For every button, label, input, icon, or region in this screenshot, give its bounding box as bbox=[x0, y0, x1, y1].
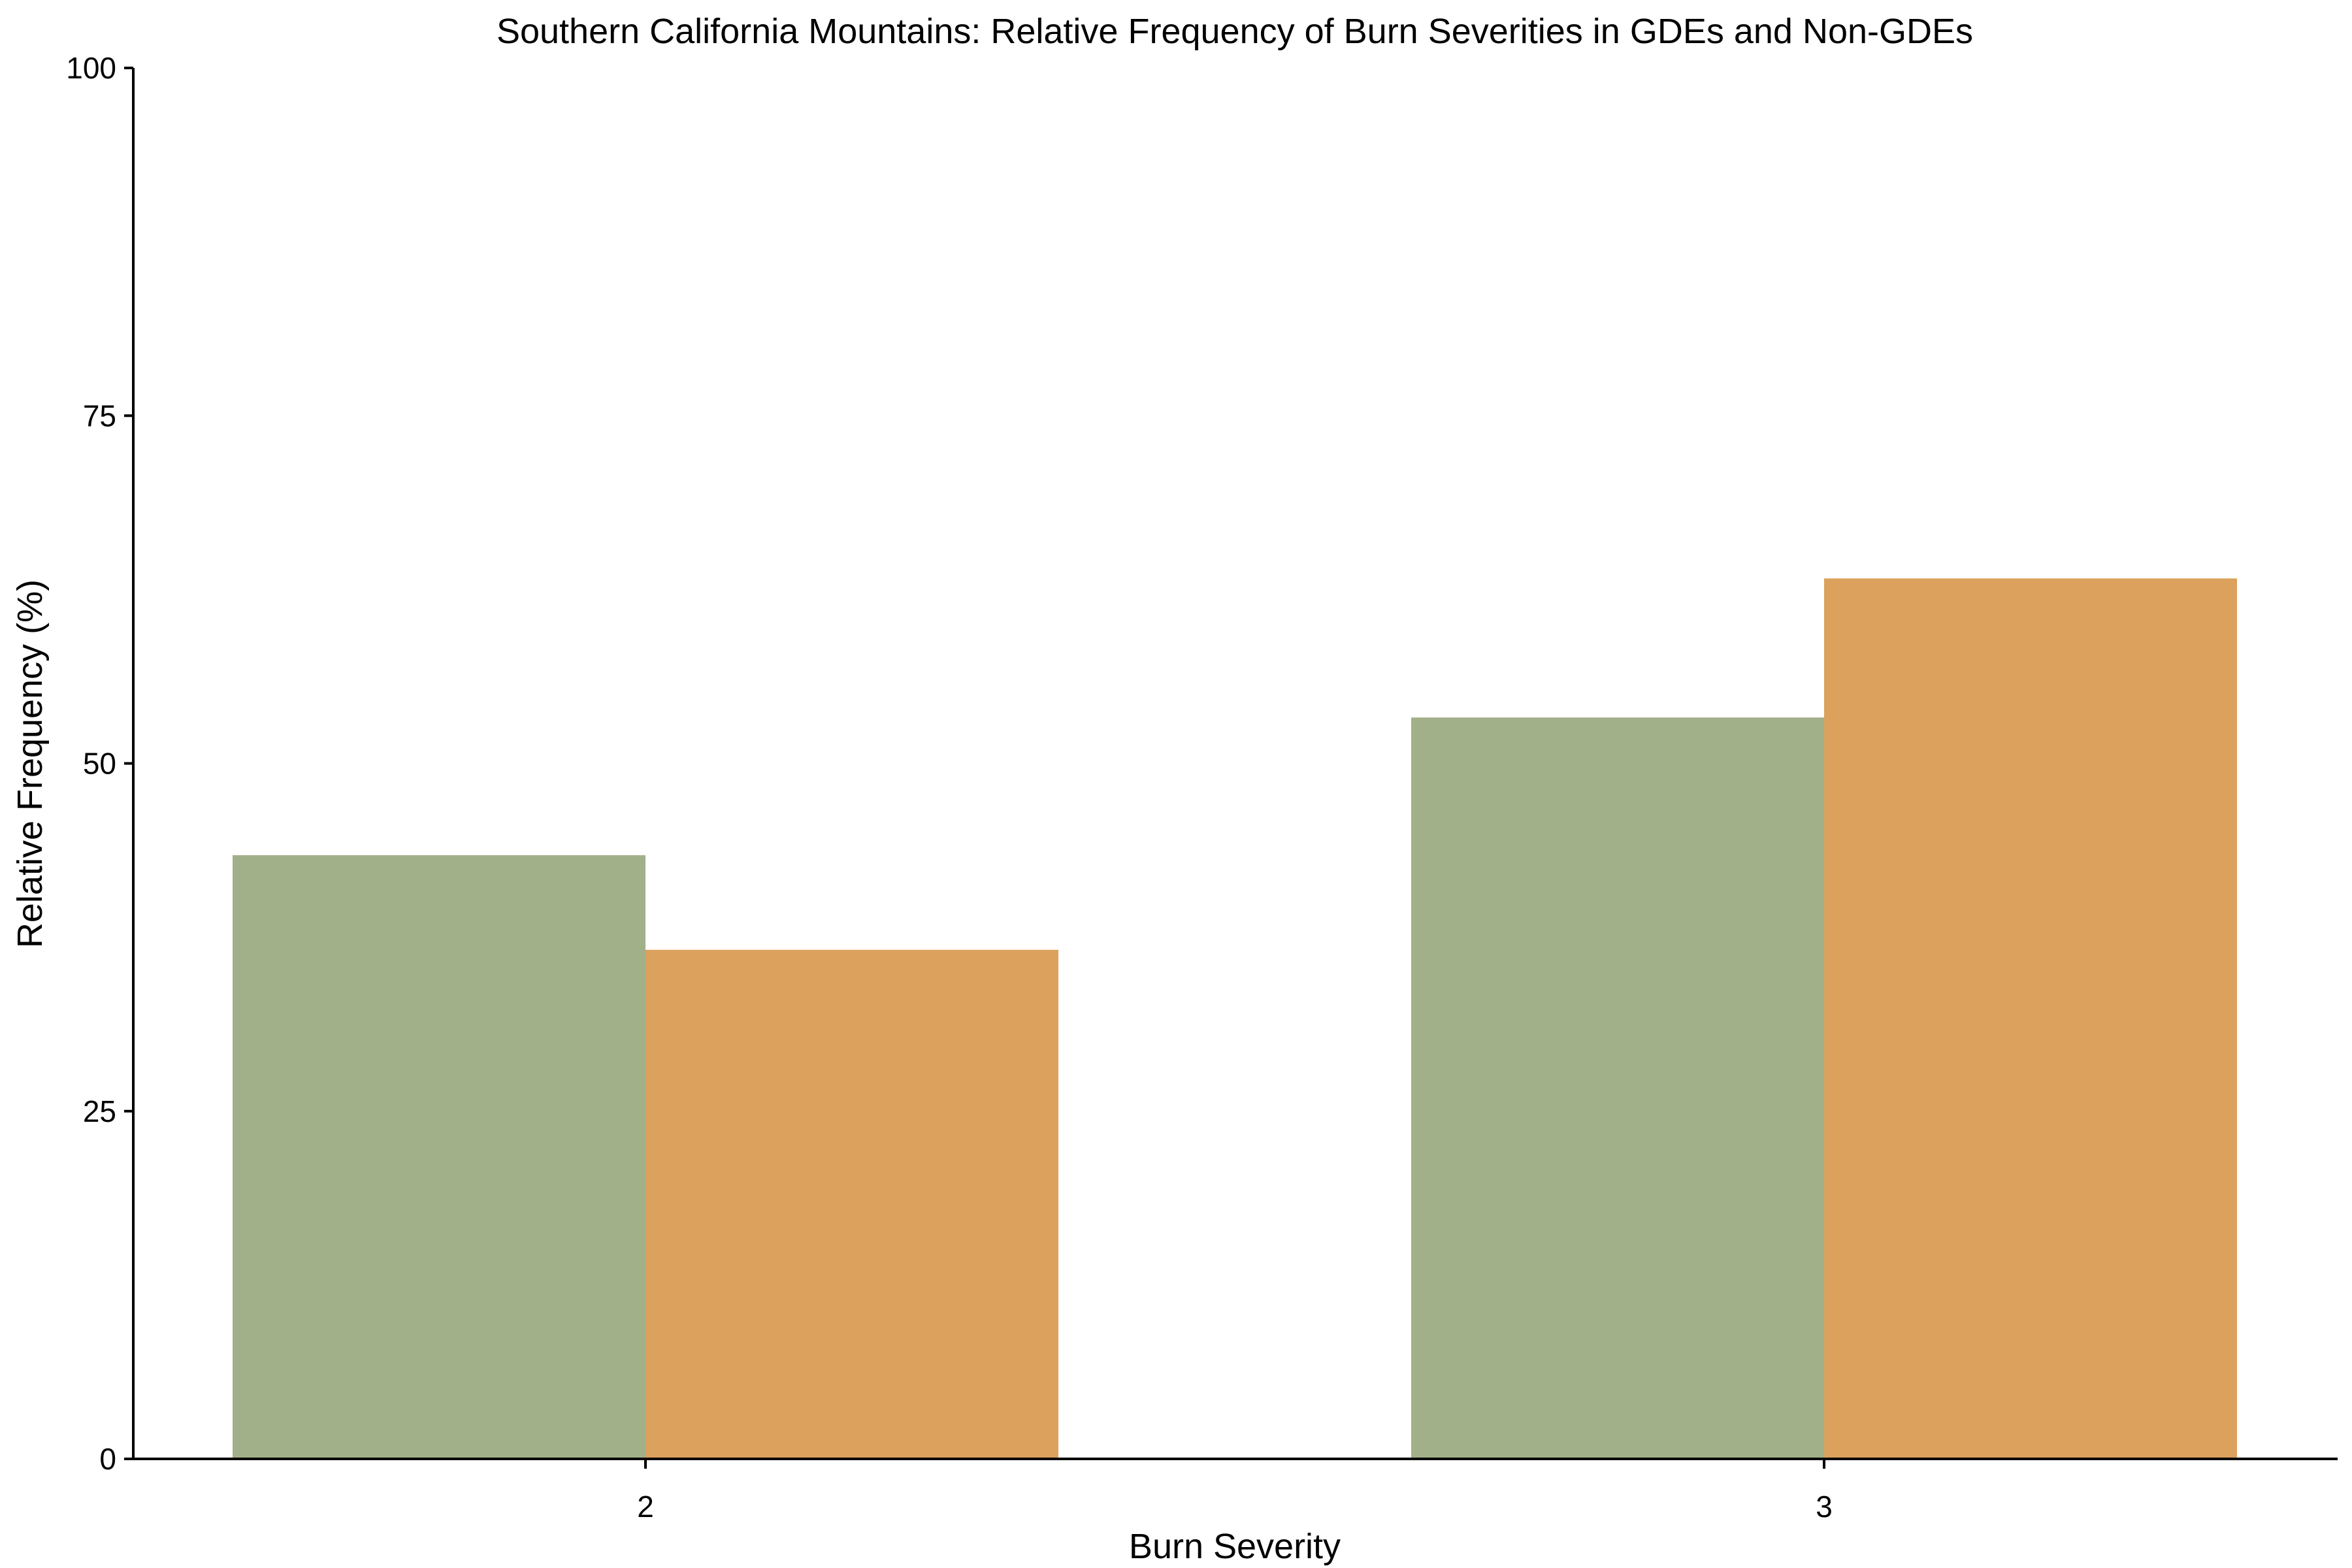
bar-series2-2 bbox=[645, 949, 1058, 1459]
bar-series2-3 bbox=[1824, 578, 2237, 1459]
x-tick-label: 3 bbox=[1816, 1490, 1833, 1524]
y-axis-ticks: 0 25 50 75 100 bbox=[66, 51, 133, 1476]
y-tick-label: 75 bbox=[83, 399, 116, 433]
bar-series1-2 bbox=[233, 855, 645, 1459]
bar-series1-3 bbox=[1411, 717, 1824, 1459]
y-tick-label: 25 bbox=[83, 1094, 116, 1128]
y-tick-label: 50 bbox=[83, 747, 116, 781]
y-tick-label: 100 bbox=[66, 51, 116, 85]
chart-title: Southern California Mountains: Relative … bbox=[497, 12, 1973, 51]
bars-group bbox=[233, 578, 2237, 1459]
y-tick-label: 0 bbox=[99, 1442, 116, 1476]
x-axis-label: Burn Severity bbox=[1129, 1527, 1341, 1566]
y-axis-label: Relative Frequency (%) bbox=[10, 580, 50, 948]
x-tick-label: 2 bbox=[637, 1490, 654, 1524]
